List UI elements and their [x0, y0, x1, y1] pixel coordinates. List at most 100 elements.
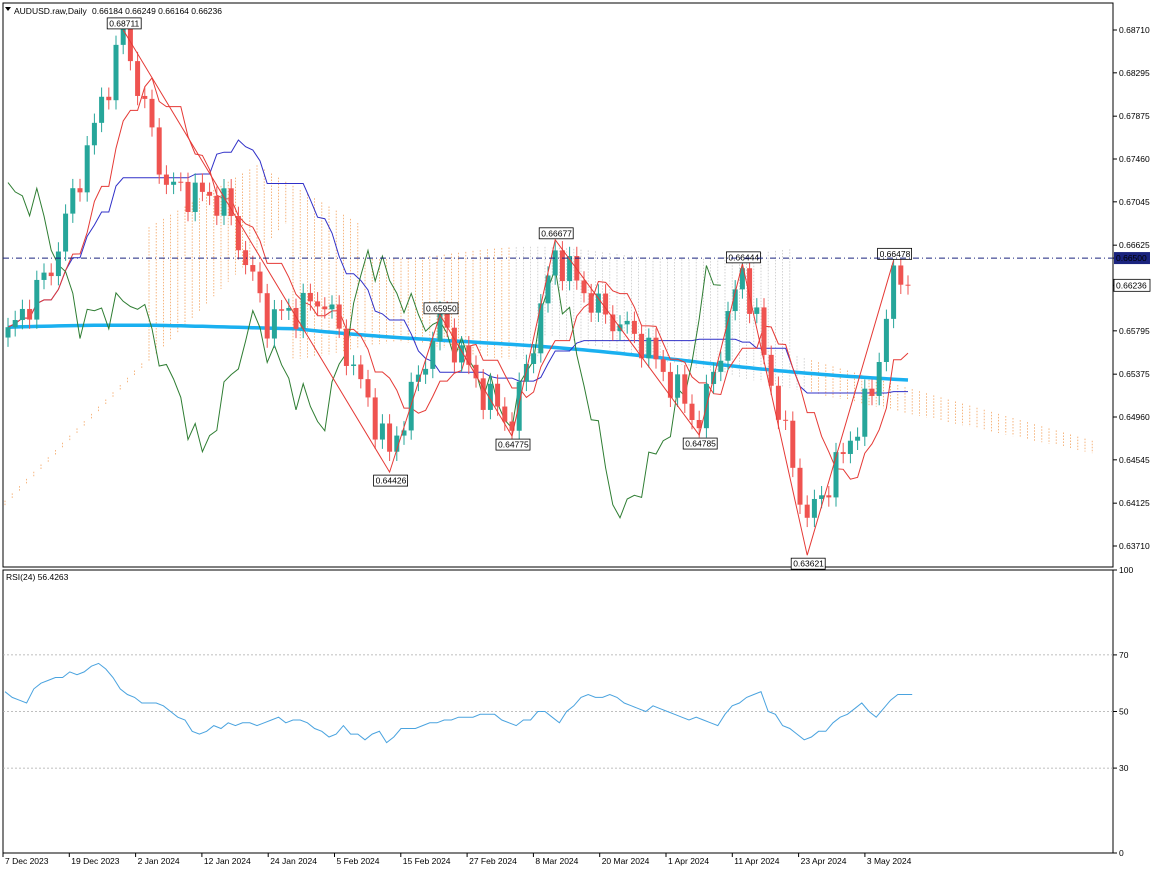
candle-body: [747, 268, 753, 314]
zigzag-price-label-box: [682, 437, 718, 450]
candle-body: [149, 98, 155, 128]
price-tick-label: 0.65375: [1119, 369, 1150, 379]
candle-body: [502, 406, 508, 422]
candle-body: [516, 381, 522, 431]
candle-body: [401, 430, 407, 436]
candle-body: [473, 364, 479, 379]
date-tick-label: 5 Feb 2024: [337, 856, 380, 866]
candle-body: [459, 345, 465, 363]
candle-body: [545, 275, 551, 304]
candle-body: [207, 191, 213, 196]
zigzag-price-label-box: [106, 17, 142, 30]
candle-body: [581, 280, 587, 294]
zigzag-price-label-box: [495, 438, 531, 451]
price-tick-label: 0.67045: [1119, 197, 1150, 207]
candle-body: [315, 301, 321, 307]
candle-body: [70, 188, 76, 214]
candle-body: [804, 504, 810, 518]
candle-body: [430, 341, 436, 369]
current-price-badge: [1113, 278, 1151, 292]
zigzag-price-label: 0.64775: [498, 440, 529, 450]
rsi-tick-label: 50: [1119, 707, 1129, 717]
candle-body: [63, 213, 69, 252]
candle-body: [725, 311, 731, 361]
date-tick-label: 15 Feb 2024: [403, 856, 451, 866]
candle-body: [538, 303, 544, 354]
candle-body: [322, 306, 328, 310]
candle-body: [567, 256, 573, 282]
candle-body: [667, 371, 673, 398]
candle-body: [415, 374, 421, 382]
candle-body: [394, 435, 400, 452]
candle-body: [531, 353, 537, 364]
tenkan-sen-line: [7, 76, 909, 480]
price-tick-label: 0.66625: [1119, 240, 1150, 250]
candle-body: [423, 368, 429, 375]
price-tick-label: 0.64545: [1119, 455, 1150, 465]
date-tick-label: 2 Jan 2024: [138, 856, 180, 866]
candle-body: [660, 359, 666, 372]
candle-body: [675, 374, 681, 398]
date-tick-label: 1 Apr 2024: [668, 856, 709, 866]
price-tick-label: 0.67875: [1119, 111, 1150, 121]
candle-body: [293, 307, 299, 329]
candle-body: [732, 289, 738, 312]
candle-body: [214, 195, 220, 216]
candle-body: [639, 333, 645, 359]
price-tick-label: 0.64125: [1119, 498, 1150, 508]
candle-body: [840, 452, 846, 454]
candle-body: [653, 337, 659, 360]
symbol-label: AUDUSD.raw,Daily: [14, 6, 87, 16]
candle-body: [682, 374, 688, 404]
candle-body: [243, 250, 249, 266]
candle-body: [718, 360, 724, 372]
date-tick-label: 11 Apr 2024: [734, 856, 779, 866]
candle-body: [631, 320, 637, 334]
candle-body: [91, 122, 97, 146]
rsi-tick-label: 30: [1119, 763, 1129, 773]
candle-body: [135, 61, 141, 96]
candle-body: [300, 292, 306, 329]
price-tick-label: 0.68710: [1119, 25, 1150, 35]
candle-body: [495, 383, 501, 407]
candle-body: [595, 293, 601, 313]
candle-body: [610, 314, 616, 332]
candle-body: [559, 250, 565, 282]
candle-body: [221, 188, 227, 216]
candle-body: [185, 181, 191, 212]
zigzag-price-label-box: [877, 247, 912, 260]
price-tick-label: 0.64960: [1119, 412, 1150, 422]
zigzag-price-label-box: [373, 474, 409, 487]
candle-body: [444, 310, 450, 328]
rsi-tick-label: 0: [1119, 848, 1124, 858]
candle-body: [689, 403, 695, 420]
zigzag-line: [122, 29, 895, 556]
candle-body: [171, 181, 177, 185]
candle-body: [250, 265, 256, 272]
candle-body: [99, 96, 105, 123]
zigzag-price-label: 0.66677: [541, 228, 572, 238]
candle-body: [34, 279, 40, 320]
zigzag-price-label-box: [423, 302, 459, 315]
candle-body: [286, 307, 292, 311]
zigzag-price-label: 0.65950: [426, 303, 457, 313]
candle-body: [876, 361, 882, 396]
current-price-label: 0.66236: [1116, 280, 1147, 290]
candle-body: [552, 250, 558, 276]
date-tick-label: 3 May 2024: [867, 856, 912, 866]
candle-body: [5, 327, 11, 338]
collapse-arrow-icon[interactable]: [5, 7, 11, 11]
candle-body: [783, 419, 789, 421]
candle-body: [891, 265, 897, 319]
candle-body: [84, 145, 90, 193]
candle-body: [754, 307, 760, 314]
candle-body: [257, 271, 263, 294]
candle-body: [372, 397, 378, 440]
candle-body: [451, 327, 457, 363]
candle-body: [329, 304, 335, 310]
zigzag-price-label-box: [790, 557, 826, 570]
candle-body: [365, 379, 371, 398]
candle-body: [358, 364, 364, 380]
candle-body: [819, 495, 825, 499]
zigzag-price-label-box: [538, 227, 574, 240]
